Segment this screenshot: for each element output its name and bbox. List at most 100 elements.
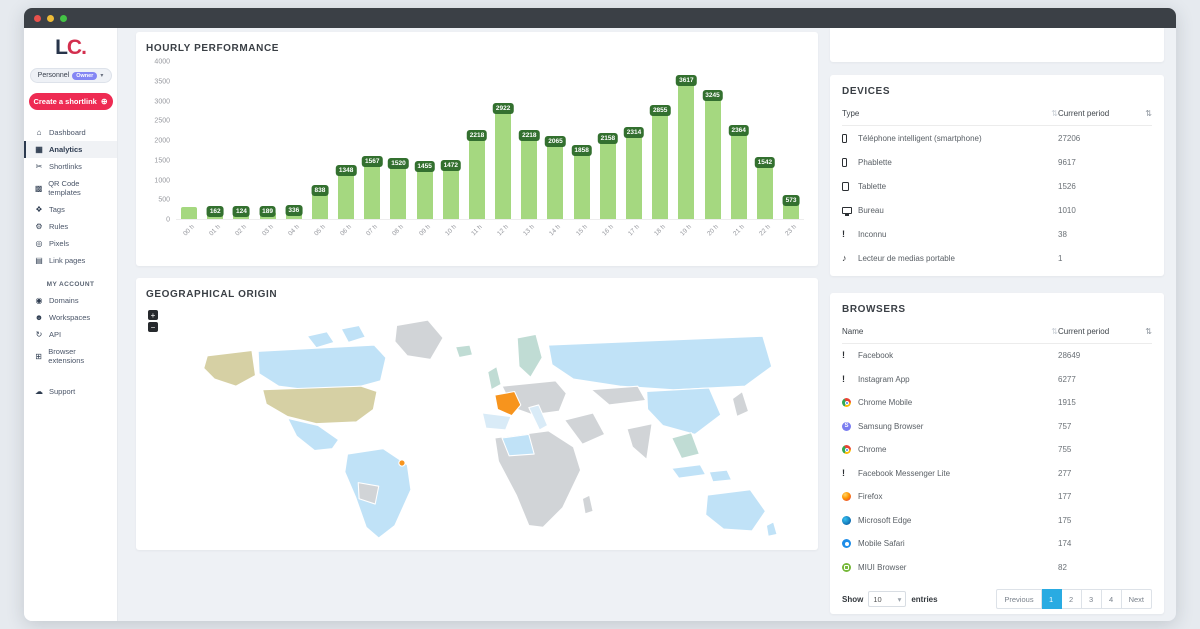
create-shortlink-button[interactable]: Create a shortlink ⊕: [28, 93, 113, 110]
bar-16h[interactable]: [599, 133, 616, 219]
close-window-icon[interactable]: [34, 14, 41, 22]
x-axis-tick: 17 h: [627, 223, 641, 238]
bar-15h[interactable]: [573, 145, 590, 219]
sidebar-item-tags[interactable]: ❖ Tags: [24, 201, 117, 218]
row-icon-cell: [842, 206, 858, 216]
map-usa: [262, 385, 378, 425]
sidebar-item-workspaces[interactable]: ☻ Workspaces: [24, 309, 117, 326]
bar-21h[interactable]: [730, 125, 747, 219]
map-middle-east: [563, 412, 606, 445]
domains-icon: ◉: [35, 296, 43, 305]
create-shortlink-label: Create a shortlink: [33, 97, 97, 106]
row-icon-cell: !: [842, 374, 858, 384]
bar-07h[interactable]: [364, 157, 381, 219]
x-axis-tick: 04 h: [286, 223, 301, 238]
sort-name-icon[interactable]: ⇅: [1051, 327, 1058, 336]
page-size-value: 10: [873, 594, 882, 604]
sidebar-item-dashboard[interactable]: ⌂ Dashboard: [24, 124, 117, 141]
bar-slot: 1520 08 h: [385, 62, 411, 237]
sidebar-item-link-pages[interactable]: ▤ Link pages: [24, 252, 117, 269]
sidebar-item-api[interactable]: ↻ API: [24, 326, 117, 343]
maximize-window-icon[interactable]: [60, 14, 67, 22]
sidebar-item-label: API: [49, 330, 62, 339]
bar-12h[interactable]: [495, 103, 512, 219]
qr-code-icon: ▩: [34, 183, 43, 193]
browser-row: Mobile Safari 174: [842, 532, 1152, 556]
sidebar-item-rules[interactable]: ⚙ Rules: [24, 218, 117, 235]
bar-value-label: 2314: [623, 126, 645, 138]
map-zoom-out-button[interactable]: −: [148, 322, 158, 332]
page-button-1[interactable]: 1: [1041, 589, 1062, 609]
map-scandinavia: [516, 333, 543, 378]
sort-type-icon[interactable]: ⇅: [1051, 109, 1058, 118]
y-axis-tick: 500: [158, 196, 170, 204]
browsers-card: BROWSERS Name ⇅ Current period ⇅ ! Facebo…: [830, 293, 1164, 614]
bar-19h[interactable]: [678, 76, 695, 219]
support-icon: ☁: [35, 387, 43, 396]
bar-slot: 1542 22 h: [752, 62, 778, 237]
bar-06h[interactable]: [338, 165, 355, 219]
page-button-3[interactable]: 3: [1081, 589, 1102, 609]
browser-row: S Samsung Browser 757: [842, 415, 1152, 439]
page-size-control: Show 10 ▾ entries: [842, 591, 938, 607]
page-button-next[interactable]: Next: [1121, 589, 1152, 609]
sidebar-item-label: Analytics: [49, 145, 83, 154]
bar-08h[interactable]: [390, 158, 407, 219]
sidebar-item-support[interactable]: ☁ Support: [24, 383, 117, 400]
row-value: 28649: [1058, 351, 1081, 361]
sidebar-item-shortlinks[interactable]: ✂ Shortlinks: [24, 158, 117, 175]
row-icon-cell: [842, 157, 858, 167]
hourly-bar-chart: 0 500 1000 1500 2000 2500 3000 3500 4000 00 h 162…: [146, 59, 804, 237]
sidebar-item-pixels[interactable]: ◎ Pixels: [24, 235, 117, 252]
page-button-2[interactable]: 2: [1061, 589, 1082, 609]
x-axis-tick: 19 h: [679, 223, 694, 238]
row-icon-cell: ♪: [842, 253, 858, 263]
bar-13h[interactable]: [521, 131, 538, 219]
bar-17h[interactable]: [626, 127, 642, 219]
sidebar-item-analytics[interactable]: ▦ Analytics: [24, 141, 117, 158]
sidebar-item-qr-code[interactable]: ▩ QR Code templates: [24, 175, 117, 201]
row-label: Facebook Messenger Lite: [858, 468, 951, 478]
window-titlebar: [24, 8, 1176, 28]
sort-current-period-icon[interactable]: ⇅: [1145, 327, 1152, 336]
minimize-window-icon[interactable]: [47, 14, 54, 22]
map-zoom-in-button[interactable]: +: [148, 310, 158, 320]
hourly-performance-card: HOURLY PERFORMANCE 0 500 1000 1500 2000 2500 3…: [136, 32, 818, 266]
devices-title: DEVICES: [842, 86, 891, 97]
extensions-icon: ⊞: [35, 351, 42, 361]
bar-slot: 2218 13 h: [516, 62, 542, 237]
bar-10h[interactable]: [442, 160, 459, 219]
bar-18h[interactable]: [652, 106, 669, 219]
x-axis-tick: 22 h: [757, 223, 772, 238]
desktop-icon: [842, 206, 852, 216]
row-label: Tablette: [858, 181, 887, 191]
bar-value-label: 2364: [728, 124, 749, 136]
sidebar-item-label: Domains: [49, 296, 79, 305]
bar-14h[interactable]: [547, 137, 564, 219]
y-axis-tick: 0: [166, 216, 170, 224]
shortlinks-icon: ✂: [35, 162, 43, 171]
y-axis-tick: 2500: [154, 117, 170, 125]
page-button-4[interactable]: 4: [1101, 589, 1122, 609]
page-button-previous[interactable]: Previous: [996, 589, 1042, 609]
map-spain: [481, 412, 512, 431]
bar-00h[interactable]: [181, 206, 198, 219]
world-map[interactable]: [151, 304, 803, 538]
bar-20h[interactable]: [704, 90, 721, 219]
sort-current-period-icon[interactable]: ⇅: [1145, 109, 1152, 118]
browser-row: MIUI Browser 82: [842, 556, 1152, 580]
sidebar: LC. Personnel Owner ▾ Create a shortlink…: [24, 28, 118, 621]
sidebar-item-label: Browser extensions: [48, 347, 85, 365]
bar-11h[interactable]: [468, 131, 485, 219]
bar-09h[interactable]: [416, 161, 433, 219]
bar-slot: 573 23 h: [778, 62, 804, 237]
bar-22h[interactable]: [756, 158, 773, 219]
sidebar-item-domains[interactable]: ◉ Domains: [24, 292, 117, 309]
workspace-select[interactable]: Personnel Owner ▾: [29, 68, 112, 83]
bar-slot: 2065 14 h: [542, 62, 568, 237]
page-size-select[interactable]: 10 ▾: [868, 591, 907, 607]
my-account-header: MY ACCOUNT: [46, 281, 95, 288]
sidebar-item-extensions[interactable]: ⊞ Browser extensions: [24, 343, 117, 369]
map-indonesia: [671, 464, 707, 479]
tags-icon: ❖: [35, 205, 43, 214]
